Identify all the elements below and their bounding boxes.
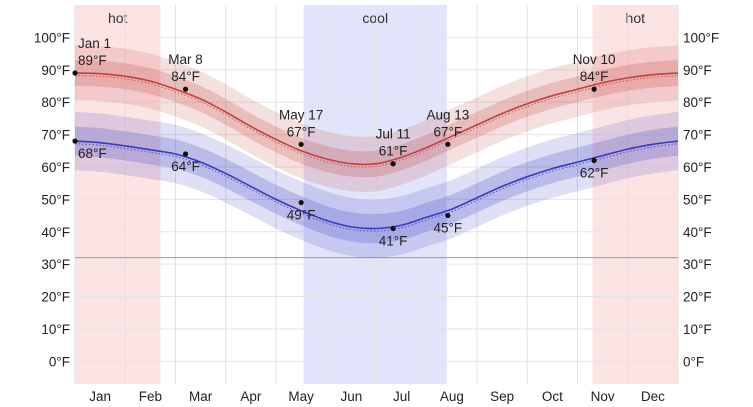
y-tick-label-right: 20°F xyxy=(683,290,712,305)
y-tick-label-left: 50°F xyxy=(41,192,70,207)
annotation-value: 49°F xyxy=(287,208,316,223)
y-tick-label-left: 100°F xyxy=(34,30,70,45)
annotation-date: Jan 1 xyxy=(78,36,111,51)
annotation-point xyxy=(445,141,451,147)
annotation-point xyxy=(72,70,78,76)
annotation-value: 41°F xyxy=(379,234,408,249)
annotation-date: Jul 11 xyxy=(376,127,411,142)
annotation-point xyxy=(445,212,451,219)
annotation-value: 89°F xyxy=(78,53,107,68)
annotation-date: Mar 8 xyxy=(168,52,203,67)
x-tick-label: Dec xyxy=(641,389,665,404)
annotation-value: 62°F xyxy=(580,165,609,180)
low-temperature-line xyxy=(74,140,679,230)
annotation-point xyxy=(591,86,597,92)
x-tick-label: Jan xyxy=(89,389,111,404)
y-tick-label-right: 100°F xyxy=(683,30,719,45)
y-tick-label-left: 80°F xyxy=(41,95,70,110)
annotation-point xyxy=(298,141,304,147)
y-tick-label-right: 50°F xyxy=(683,192,712,207)
season-label: hot xyxy=(626,10,646,26)
annotation-date: Aug 13 xyxy=(426,107,469,122)
high-inner-band xyxy=(75,60,678,178)
x-tick-label: Mar xyxy=(189,389,213,404)
y-tick-label-right: 40°F xyxy=(683,225,712,240)
y-tick-label-right: 80°F xyxy=(683,95,712,110)
x-tick-label: Feb xyxy=(139,389,162,404)
annotation-point xyxy=(182,86,189,92)
y-tick-label-right: 30°F xyxy=(683,257,712,272)
y-tick-label-right: 0°F xyxy=(683,354,704,369)
y-tick-label-right: 90°F xyxy=(683,63,712,78)
y-tick-label-left: 0°F xyxy=(49,354,70,369)
annotation-value: 64°F xyxy=(171,159,200,174)
x-tick-label: Apr xyxy=(240,389,262,404)
season-label: cool xyxy=(362,10,388,26)
annotation-point xyxy=(390,225,396,232)
annotation-date: Nov 10 xyxy=(573,52,616,67)
low-inner-band xyxy=(75,126,678,244)
y-tick-label-right: 70°F xyxy=(683,128,712,143)
high-dotted-line xyxy=(74,75,679,168)
annotation-point xyxy=(591,157,597,164)
x-tick-label: Nov xyxy=(591,389,615,404)
annotation-point xyxy=(182,151,189,157)
annotation-value: 61°F xyxy=(379,144,408,159)
annotation-value: 67°F xyxy=(287,124,316,139)
x-tick-label: Oct xyxy=(542,389,563,404)
season-band xyxy=(75,5,161,384)
annotation-value: 84°F xyxy=(171,69,200,84)
high-temperature-line xyxy=(74,72,679,166)
x-tick-label: Aug xyxy=(440,389,464,404)
annotation-point xyxy=(390,161,396,167)
y-tick-label-right: 60°F xyxy=(683,160,712,175)
annotation-value: 67°F xyxy=(434,124,463,139)
annotation-point xyxy=(298,199,304,206)
annotation-value: 45°F xyxy=(434,221,463,236)
y-tick-label-left: 10°F xyxy=(41,322,70,337)
annotation-point xyxy=(72,138,78,144)
x-tick-label: Jul xyxy=(393,389,410,404)
season-band xyxy=(303,5,447,384)
x-tick-label: Sep xyxy=(490,389,514,404)
y-tick-label-right: 10°F xyxy=(683,322,712,337)
season-label: hot xyxy=(108,10,128,26)
low-outer-band xyxy=(75,111,678,258)
y-tick-label-left: 20°F xyxy=(41,290,70,305)
x-tick-label: May xyxy=(288,389,314,404)
y-tick-label-left: 90°F xyxy=(41,63,70,78)
annotation-value: 68°F xyxy=(78,146,107,161)
annotation-value: 84°F xyxy=(580,69,609,84)
y-tick-label-left: 70°F xyxy=(41,128,70,143)
high-outer-band xyxy=(75,45,678,192)
annotation-date: May 17 xyxy=(279,107,323,122)
y-tick-label-left: 30°F xyxy=(41,257,70,272)
x-tick-label: Jun xyxy=(340,389,362,404)
y-tick-label-left: 60°F xyxy=(41,160,70,175)
y-tick-label-left: 40°F xyxy=(41,225,70,240)
season-band xyxy=(592,5,678,384)
